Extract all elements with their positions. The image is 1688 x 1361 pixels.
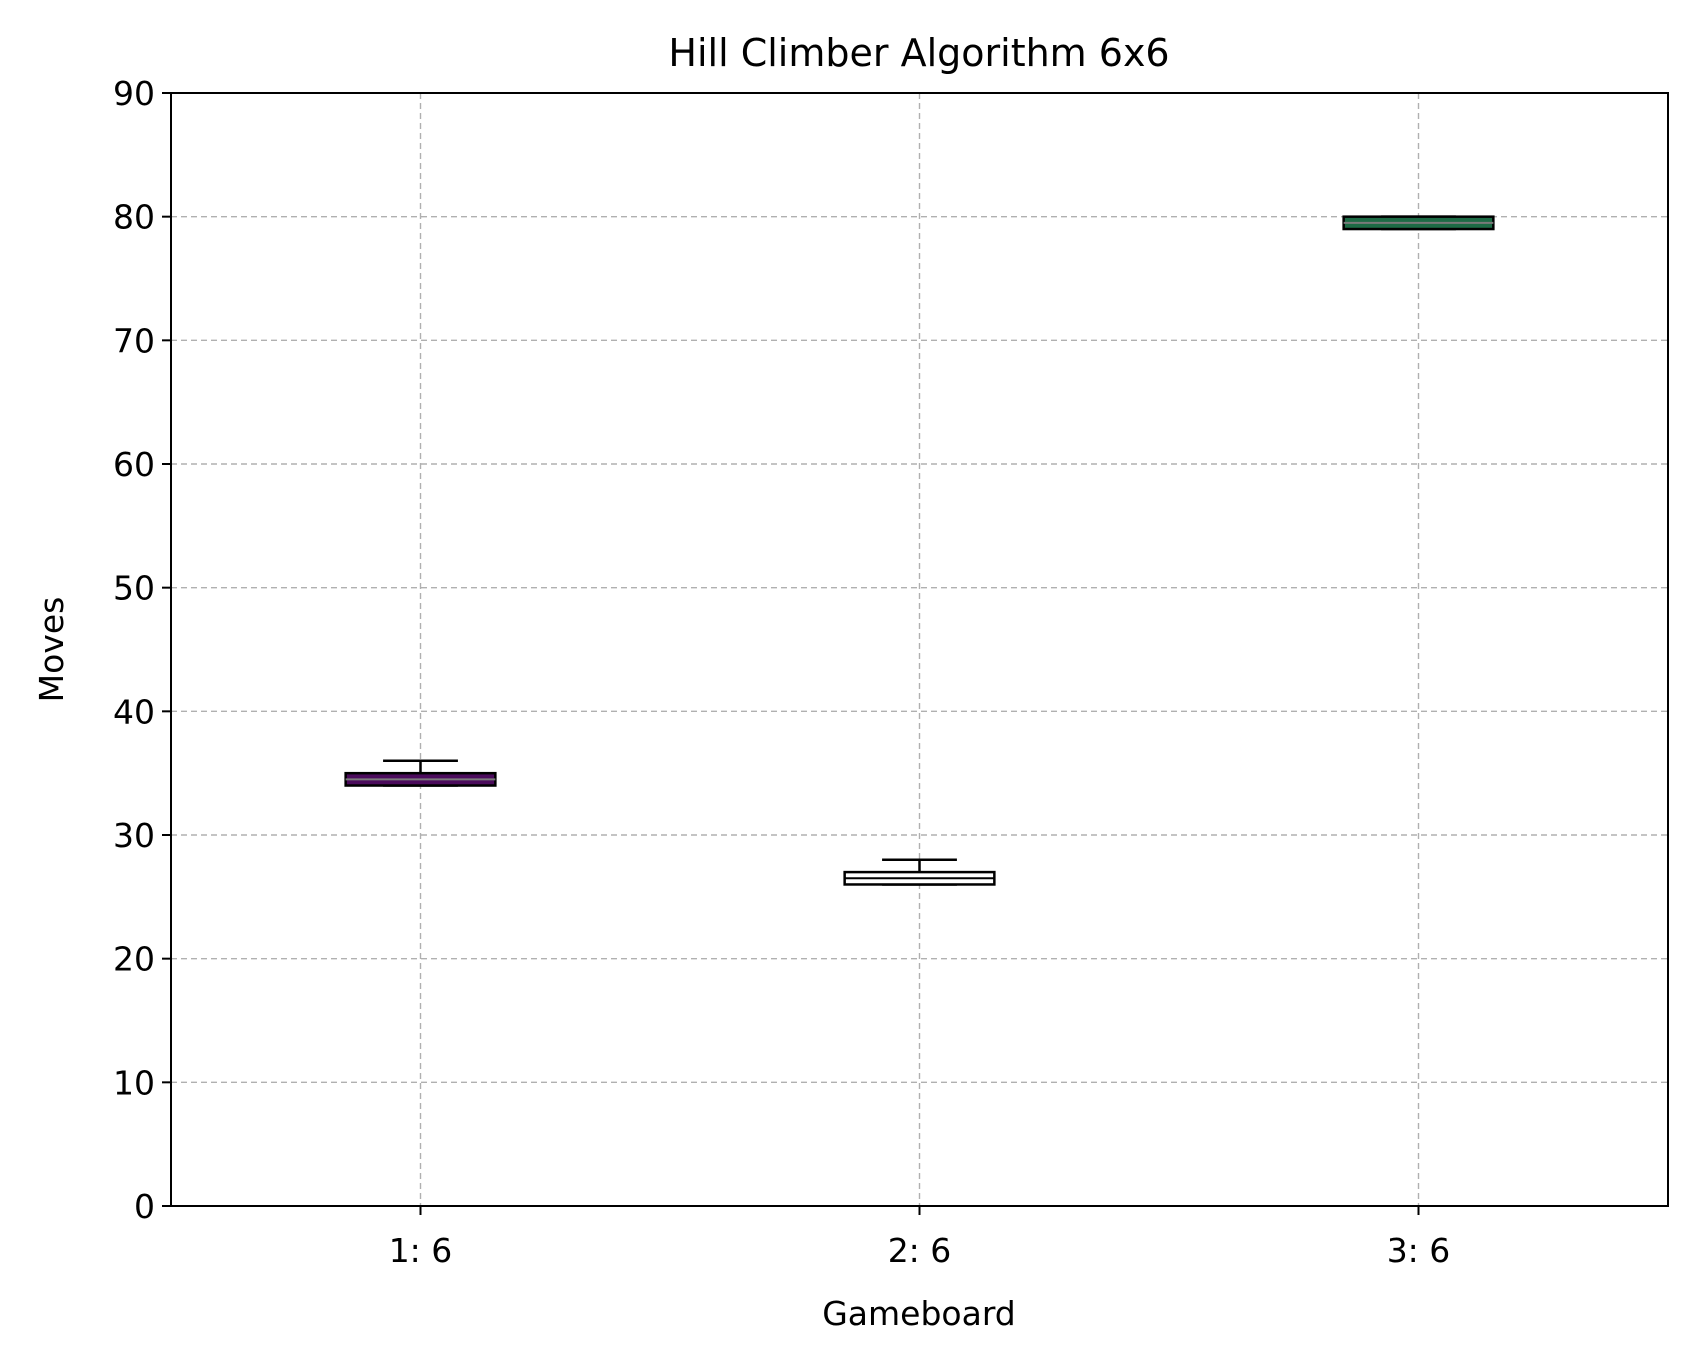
y-tick-label: 20	[113, 940, 155, 979]
y-tick-label: 70	[113, 321, 155, 360]
y-axis-label: Moves	[32, 597, 71, 703]
y-axis-ticks: 0 10 20 30 40 50 60 70 80 90	[113, 74, 171, 1226]
x-axis-ticks: 1: 6 2: 6 3: 6	[389, 1206, 1451, 1270]
y-tick-label: 90	[113, 74, 155, 113]
y-tick-label: 0	[134, 1187, 155, 1226]
y-tick-label: 30	[113, 816, 155, 855]
x-tick-label: 3: 6	[1387, 1231, 1451, 1270]
y-tick-label: 40	[113, 692, 155, 731]
plot-frame	[170, 92, 1669, 1207]
y-tick-label: 80	[113, 198, 155, 237]
y-tick-label: 60	[113, 445, 155, 484]
box-1	[344, 759, 497, 787]
y-tick-label: 10	[113, 1063, 155, 1102]
y-tick-label: 50	[113, 569, 155, 608]
box-3	[1342, 215, 1495, 231]
boxes	[344, 215, 1495, 886]
x-axis-label: Gameboard	[822, 1294, 1016, 1333]
x-tick-label: 2: 6	[888, 1231, 952, 1270]
chart-title: Hill Climber Algorithm 6x6	[668, 31, 1169, 75]
grid	[171, 92, 1668, 1207]
x-tick-label: 1: 6	[389, 1231, 453, 1270]
box-2	[843, 858, 996, 886]
